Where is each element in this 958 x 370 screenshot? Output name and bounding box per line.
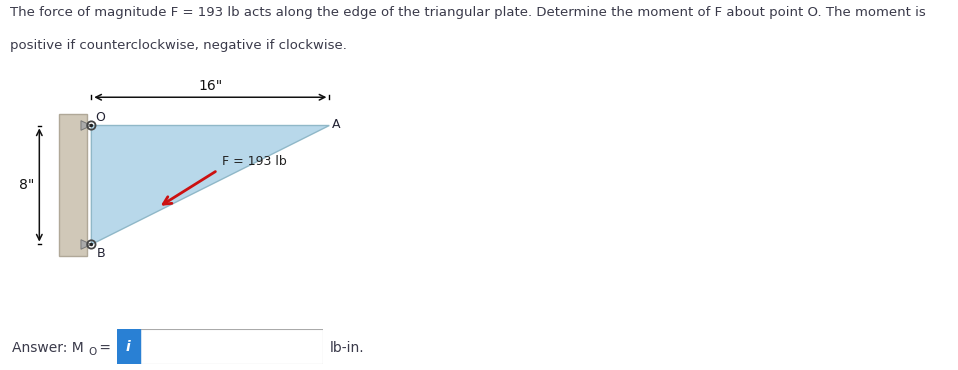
Text: O: O — [95, 111, 105, 124]
Text: 8": 8" — [19, 178, 34, 192]
Circle shape — [90, 124, 92, 127]
Text: =: = — [95, 341, 111, 355]
Polygon shape — [81, 121, 91, 130]
Text: F = 193 lb: F = 193 lb — [222, 155, 287, 168]
Circle shape — [90, 243, 92, 246]
Text: A: A — [332, 118, 341, 131]
Polygon shape — [81, 240, 91, 249]
FancyBboxPatch shape — [117, 329, 140, 364]
Text: Answer: M: Answer: M — [12, 341, 84, 355]
Text: positive if counterclockwise, negative if clockwise.: positive if counterclockwise, negative i… — [10, 39, 347, 52]
Text: 16": 16" — [198, 79, 222, 93]
Text: lb-in.: lb-in. — [330, 341, 364, 355]
Polygon shape — [91, 125, 330, 245]
FancyBboxPatch shape — [140, 329, 323, 364]
Text: i: i — [125, 340, 130, 354]
Polygon shape — [58, 114, 87, 256]
Text: B: B — [97, 247, 105, 260]
Text: The force of magnitude F = 193 lb acts along the edge of the triangular plate. D: The force of magnitude F = 193 lb acts a… — [10, 6, 925, 18]
Text: O: O — [88, 347, 97, 357]
